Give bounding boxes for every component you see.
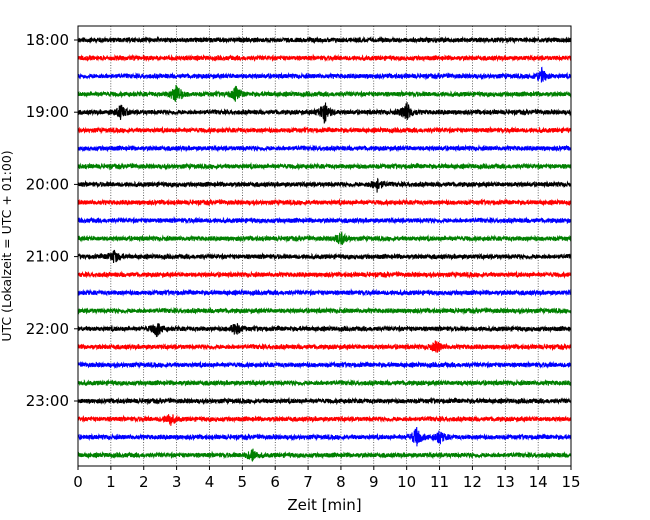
seismogram-trace: [77, 448, 572, 462]
seismogram-trace: [77, 249, 572, 264]
seismogram-trace: [77, 426, 572, 447]
y-axis-label: UTC (Lokalzeit = UTC + 01:00): [0, 150, 14, 341]
seismogram-trace: [77, 378, 572, 388]
y-tick-label: 23:00: [26, 392, 69, 410]
seismogram-trace: [77, 35, 572, 45]
seismogram-trace: [77, 84, 572, 102]
x-axis-ticks: 0 1 2 3 4 5 6 7 8 9 10 11 12 13 14 15: [73, 466, 581, 491]
seismogram-trace: [77, 177, 572, 193]
seismogram-trace: [77, 414, 572, 426]
vertical-gridlines: [110, 26, 539, 466]
y-tick-label: 21:00: [26, 248, 69, 266]
seismogram-trace: [77, 161, 572, 171]
y-axis-ticks: 18:00 19:00 20:00 21:00 22:00 23:00: [26, 31, 78, 410]
x-tick-label: 3: [172, 473, 182, 491]
x-tick-label: 15: [561, 473, 580, 491]
seismogram-trace: [77, 125, 572, 135]
seismogram-trace: [77, 306, 572, 316]
x-tick-label: 0: [73, 473, 83, 491]
seismogram-trace: [77, 340, 572, 353]
x-tick-label: 9: [369, 473, 379, 491]
x-tick-label: 2: [139, 473, 149, 491]
x-tick-label: 8: [336, 473, 346, 491]
seismogram-trace: [77, 396, 572, 406]
x-tick-label: 6: [270, 473, 280, 491]
seismogram-trace: [77, 66, 572, 83]
y-tick-label: 22:00: [26, 320, 69, 338]
seismogram-trace: [77, 231, 572, 245]
seismogram-traces: [77, 35, 572, 462]
seismogram-trace: [77, 215, 572, 225]
y-tick-label: 20:00: [26, 175, 69, 193]
seismogram-trace: [77, 144, 572, 153]
x-tick-label: 4: [205, 473, 215, 491]
x-tick-label: 10: [397, 473, 416, 491]
x-tick-label: 14: [529, 473, 548, 491]
x-tick-label: 7: [303, 473, 313, 491]
y-tick-label: 18:00: [26, 31, 69, 49]
x-axis-label: Zeit [min]: [287, 496, 361, 514]
x-tick-label: 1: [106, 473, 116, 491]
x-tick-label: 13: [496, 473, 515, 491]
seismogram-trace: [77, 102, 572, 124]
seismogram-trace: [77, 270, 572, 280]
seismogram-trace: [77, 360, 572, 370]
seismogram-trace: [77, 323, 572, 338]
y-tick-label: 19:00: [26, 103, 69, 121]
x-tick-label: 5: [238, 473, 248, 491]
seismogram-trace: [77, 53, 572, 63]
seismogram-trace: [77, 288, 572, 297]
plot-frame: [77, 25, 572, 467]
x-tick-label: 11: [430, 473, 449, 491]
seismogram-trace: [77, 198, 572, 207]
x-tick-label: 12: [463, 473, 482, 491]
